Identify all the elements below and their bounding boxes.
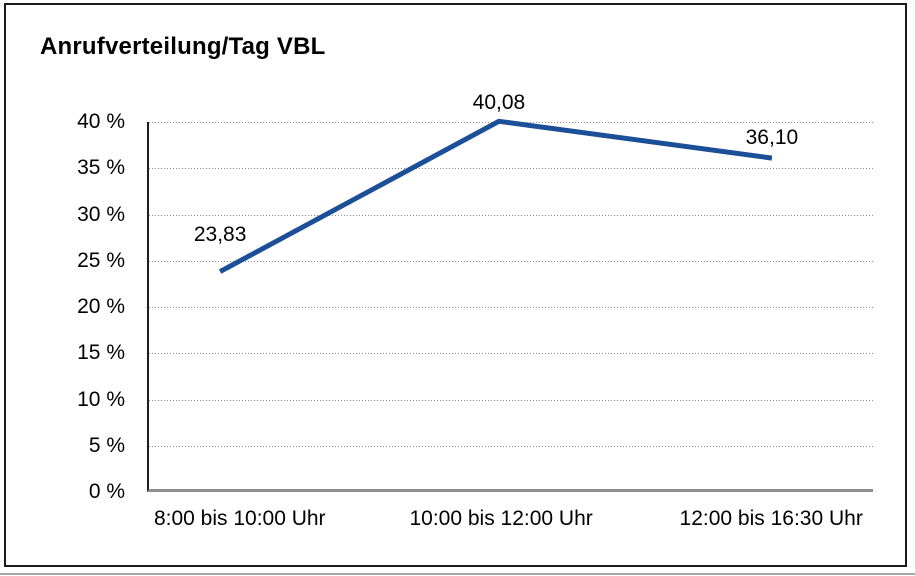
y-tick-label: 25 % — [77, 248, 125, 272]
gridline — [149, 307, 873, 308]
page-bottom-edge — [0, 573, 915, 575]
y-axis-labels: 0 % 5 % 10 % 15 % 20 % 25 % 30 % 35 % 40 % — [25, 110, 125, 503]
y-tick-label: 10 % — [77, 387, 125, 411]
y-tick-label: 20 % — [77, 295, 125, 318]
y-tick-label: 40 % — [77, 110, 125, 133]
gridline — [149, 214, 873, 216]
x-tick-label: 10:00 bis 12:00 Uhr — [409, 507, 593, 530]
line-series-svg — [218, 118, 773, 274]
y-tick-label: 15 % — [77, 341, 125, 365]
data-line — [218, 118, 773, 274]
plot-area: 0 % 5 % 10 % 15 % 20 % 25 % 30 % 35 % 40 % 23,83… — [77, 91, 873, 530]
gridline — [149, 399, 873, 401]
y-tick-label: 35 % — [77, 156, 125, 180]
data-point-label: 36,10 — [745, 126, 799, 150]
gridline — [149, 445, 873, 447]
gridline — [149, 260, 873, 262]
y-tick-label: 5 % — [88, 433, 125, 457]
gridline — [149, 353, 873, 355]
y-tick-label: 30 % — [77, 202, 125, 226]
x-tick-label: 8:00 bis 10:00 Uhr — [153, 507, 326, 530]
data-point-label: 23,83 — [193, 222, 247, 246]
y-tick-label: 0 % — [88, 480, 125, 503]
gridline — [149, 168, 873, 170]
chart-frame-border — [4, 3, 907, 567]
x-tick-label: 12:00 bis 16:30 Uhr — [679, 507, 863, 530]
chart-title: Anrufverteilung/Tag VBL — [40, 33, 326, 60]
data-point-label: 40,08 — [472, 91, 526, 115]
